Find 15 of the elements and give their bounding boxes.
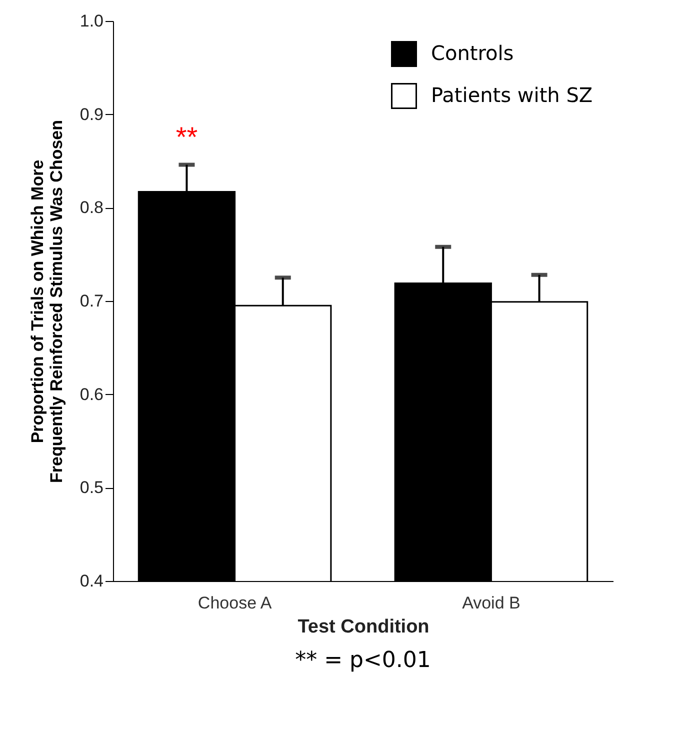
annotation: ** <box>176 122 198 153</box>
legend-label: Patients with SZ <box>431 83 593 107</box>
x-tick-label: Choose A <box>198 594 272 612</box>
y-tick-label: 0.9 <box>80 104 104 124</box>
y-tick-label: 0.5 <box>80 478 104 498</box>
legend-label: Controls <box>431 41 514 65</box>
y-tick-label: 0.8 <box>80 198 104 218</box>
x-tick-label: Avoid B <box>462 594 520 612</box>
x-axis-title: Test Condition <box>298 616 430 638</box>
y-tick-label: 0.6 <box>80 384 104 404</box>
y-tick-label: 0.7 <box>80 292 104 310</box>
text: ** = p<0.01 <box>295 648 431 673</box>
y-axis-title: Proportion of Trials on Which More Frequently Reinforced Stimulus Was Chosen <box>28 120 66 484</box>
y-tick-label: 0.4 <box>80 572 104 590</box>
y-tick-label: 1.0 <box>80 12 104 30</box>
